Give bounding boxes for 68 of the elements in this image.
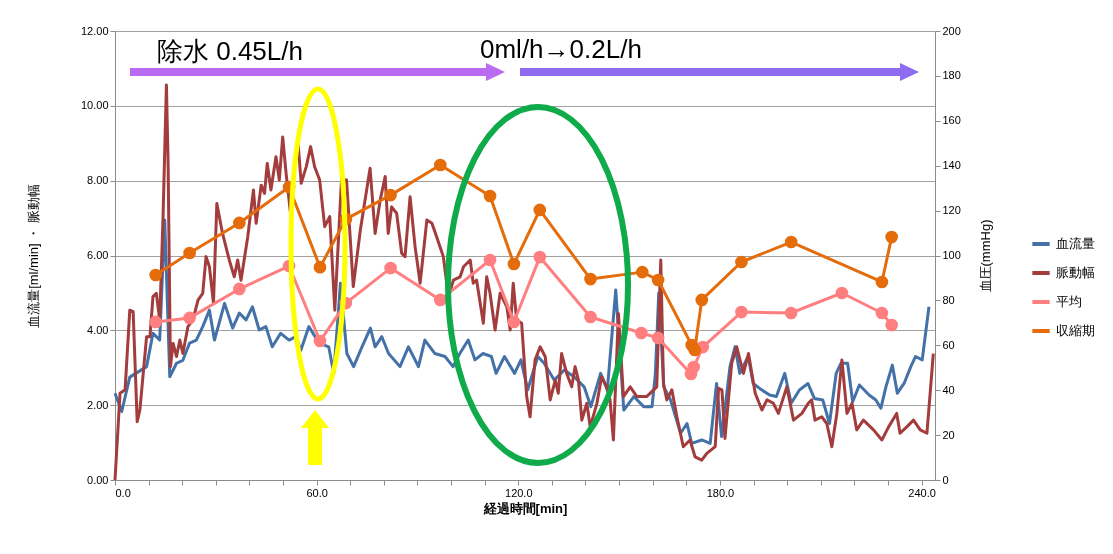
x-tick-label: 180.0 — [706, 486, 735, 499]
x-tick-label: 0.0 — [115, 486, 131, 499]
point — [651, 273, 665, 287]
point — [688, 343, 702, 357]
point — [433, 158, 447, 172]
point — [784, 235, 798, 249]
y2-tick-label: 140 — [942, 159, 961, 172]
point — [634, 326, 648, 340]
y-tick-label: 2.00 — [87, 398, 109, 411]
point — [584, 310, 597, 324]
point — [784, 306, 798, 320]
point — [233, 216, 246, 230]
legend-label: 平均 — [1056, 294, 1082, 309]
y-tick-label: 0.00 — [87, 473, 109, 486]
y-tick-label: 12.00 — [80, 24, 109, 37]
point — [651, 331, 665, 345]
point — [687, 360, 701, 374]
point — [507, 257, 521, 271]
point — [533, 250, 547, 264]
point — [584, 272, 597, 286]
point — [875, 306, 889, 320]
point — [735, 305, 748, 319]
y2-tick-label: 200 — [942, 24, 961, 37]
y2-tick-label: 40 — [942, 383, 955, 396]
point — [384, 261, 397, 275]
y-axis-title: 血流量[ml/min] ・ 脈動幅 — [25, 184, 41, 328]
annotation: 除水 0.45L/h — [157, 35, 303, 68]
point — [483, 189, 497, 203]
y2-tick-label: 80 — [942, 293, 955, 306]
annotation: 0ml/h→0.2L/h — [480, 34, 642, 65]
point — [635, 265, 649, 279]
legend-label: 収縮期 — [1056, 323, 1095, 338]
point — [735, 255, 748, 269]
point — [149, 268, 162, 282]
y2-tick-label: 180 — [942, 69, 961, 82]
y2-tick-label: 100 — [942, 249, 961, 261]
y-tick-label: 8.00 — [87, 174, 109, 187]
legend-label: 血流量 — [1056, 236, 1095, 251]
y-tick-label: 6.00 — [87, 249, 109, 261]
point — [183, 311, 196, 325]
y2-tick-label: 120 — [942, 204, 961, 217]
y2-tick-label: 160 — [942, 114, 961, 127]
point — [885, 230, 898, 244]
y2-tick-label: 0 — [942, 473, 949, 486]
y2-tick-label: 60 — [942, 338, 955, 351]
point — [313, 260, 327, 274]
point — [885, 318, 898, 332]
x-axis-title: 経過時間[min] — [482, 500, 568, 516]
point — [483, 253, 497, 267]
legend-label: 脈動幅 — [1056, 265, 1095, 280]
x-tick-label: 120.0 — [505, 486, 533, 499]
point — [533, 203, 547, 217]
point — [507, 315, 521, 329]
y2-tick-label: 20 — [942, 428, 955, 441]
y-tick-label: 10.00 — [80, 99, 109, 112]
point — [313, 334, 327, 348]
point — [149, 315, 162, 329]
y2-axis-title: 血圧(mmHg) — [977, 219, 993, 293]
point — [183, 246, 196, 260]
point — [835, 286, 849, 300]
x-tick-label: 240.0 — [908, 486, 936, 499]
y-tick-label: 4.00 — [87, 323, 109, 336]
point — [384, 188, 397, 202]
point — [433, 293, 447, 307]
point — [695, 293, 709, 307]
point — [875, 275, 889, 289]
point — [233, 282, 246, 296]
x-tick-label: 60.0 — [306, 486, 328, 499]
